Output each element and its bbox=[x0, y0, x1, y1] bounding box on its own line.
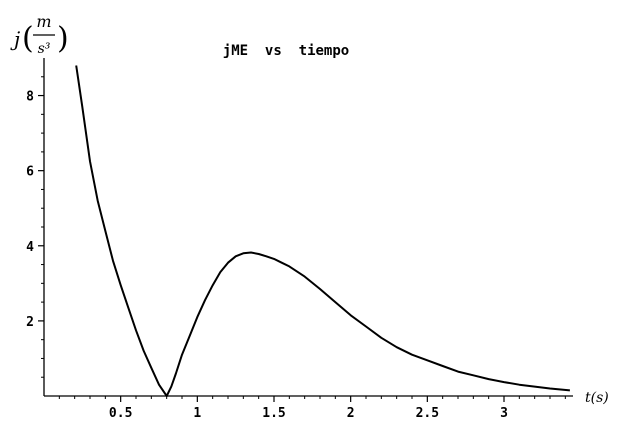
x-ticks: 0.5 1 1.5 2 2.5 3 bbox=[58, 396, 566, 421]
x-tick-label: 2 bbox=[347, 406, 355, 421]
x-axis-label: t(s) bbox=[585, 390, 609, 406]
series-layer bbox=[75, 65, 570, 397]
y-tick-label: 8 bbox=[26, 90, 34, 105]
y-axis-label: j ( m s³ ) bbox=[10, 12, 69, 57]
y-axis-label-numerator: m bbox=[36, 12, 51, 31]
chart-title: jME vs tiempo bbox=[223, 43, 349, 59]
y-tick-label: 2 bbox=[26, 315, 34, 330]
series-line bbox=[75, 65, 570, 397]
y-tick-label: 4 bbox=[26, 240, 34, 255]
y-tick-label: 6 bbox=[26, 165, 34, 180]
y-axis-label-denominator: s³ bbox=[38, 41, 51, 57]
y-axis-label-paren-left: ( bbox=[22, 21, 34, 56]
y-ticks: 2 4 6 8 bbox=[26, 76, 44, 378]
x-tick-label: 3 bbox=[500, 406, 508, 421]
x-tick-label: 2.5 bbox=[416, 406, 439, 421]
x-tick-label: 1 bbox=[193, 406, 201, 421]
x-tick-label: 0.5 bbox=[109, 406, 132, 421]
x-tick-label: 1.5 bbox=[262, 406, 285, 421]
y-axis-label-paren-right: ) bbox=[57, 21, 69, 56]
y-axis-label-symbol: j bbox=[10, 27, 20, 51]
